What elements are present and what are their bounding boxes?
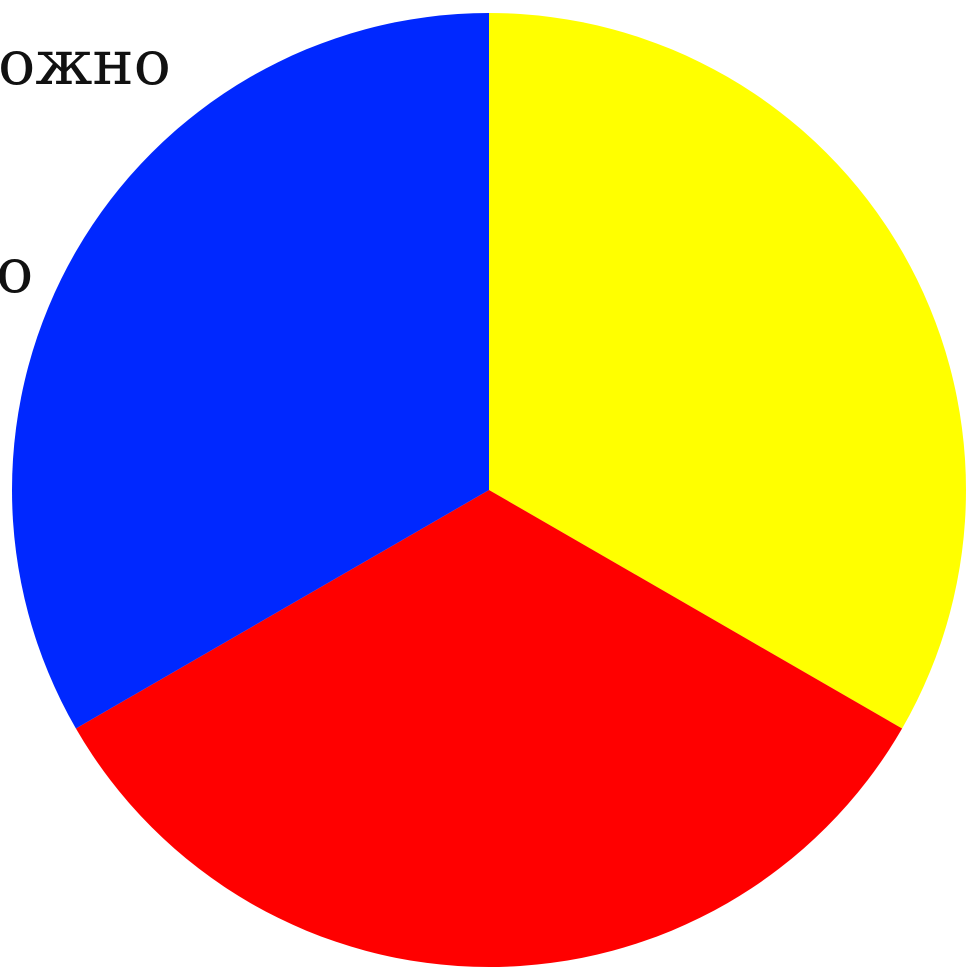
pie-slice-1 — [489, 13, 966, 729]
cropped-text-fragment: о — [0, 234, 34, 307]
pie-slice-3 — [11, 13, 489, 729]
cropped-text-fragment: ожно — [0, 26, 172, 99]
